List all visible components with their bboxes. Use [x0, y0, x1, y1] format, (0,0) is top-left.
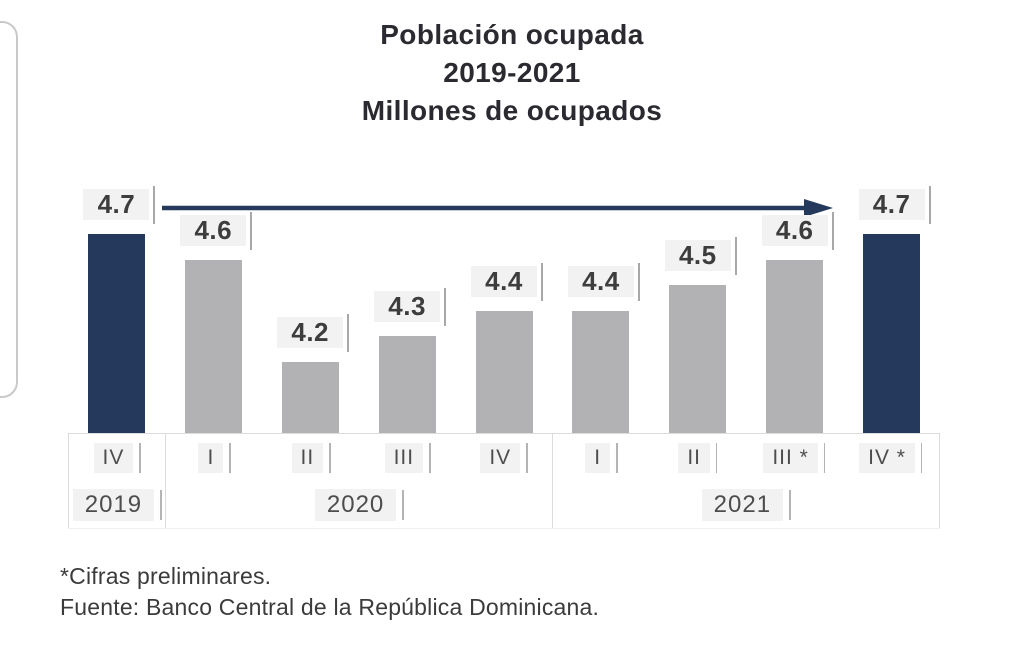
quarter-cell-i-2021: I: [553, 442, 649, 473]
quarter-tick: [823, 442, 826, 473]
quarter-row-2021: I II III * IV *: [553, 434, 939, 481]
footnotes: *Cifras preliminares. Fuente: Banco Cent…: [60, 561, 599, 623]
quarter-label-iii-2020: III: [384, 442, 424, 473]
value-label-tick: [250, 212, 253, 250]
value-label-iv-2021: 4.7: [858, 189, 925, 220]
quarter-label-i-2020: I: [198, 442, 224, 473]
year-tick: [402, 489, 404, 520]
quarter-label-i-2021: I: [585, 442, 611, 473]
quarter-label-ii-2021: II: [678, 442, 710, 473]
bar-iv-2021: [863, 234, 921, 433]
value-label-iii-2021: 4.6: [761, 215, 828, 246]
quarter-row-2020: I II III IV: [166, 434, 552, 481]
year-label-2021: 2021: [701, 488, 784, 521]
value-label-tick: [831, 212, 834, 250]
x-axis: IV 2019 I II III IV 2020 I II III * IV * 2021: [68, 433, 940, 529]
quarter-tick: [526, 442, 528, 473]
quarter-label-iv-2021: IV *: [859, 442, 915, 473]
bar-ii-2020: [281, 362, 339, 433]
chart-title-line-1: Población ocupada: [380, 19, 644, 50]
value-label-ii-2021: 4.5: [664, 240, 731, 271]
quarter-cell-iii-2021: III *: [746, 442, 842, 473]
quarter-cell-ii-2021: II: [650, 442, 746, 473]
value-label-tick: [347, 314, 350, 352]
value-label-ii-2020: 4.2: [277, 317, 344, 348]
quarter-cell-iv-2020: IV: [456, 442, 552, 473]
value-label-tick: [444, 288, 447, 326]
year-tick: [789, 489, 791, 520]
bar-iii-2020: [378, 336, 436, 433]
year-tick: [160, 489, 162, 520]
quarter-label-ii-2020: II: [291, 442, 324, 473]
value-label-tick: [637, 263, 640, 301]
quarter-label-iv-2020: IV: [480, 442, 521, 473]
quarter-tick: [920, 442, 923, 473]
quarter-cell-iv-2021: IV *: [843, 442, 939, 473]
year-row-2019: 2019: [69, 481, 165, 528]
value-label-tick: [153, 186, 156, 224]
bar-i-2020: [184, 260, 242, 433]
quarter-cell-iv-2019: IV: [69, 442, 165, 473]
bar-iv-2020: [475, 311, 533, 433]
quarter-tick: [616, 442, 618, 473]
axis-group-2020: I II III IV 2020: [165, 434, 552, 528]
value-label-iv-2020: 4.4: [471, 266, 537, 297]
value-label-tick: [734, 237, 737, 275]
value-label-tick: [928, 186, 931, 224]
quarter-row-2019: IV: [69, 434, 165, 481]
quarter-tick: [139, 442, 141, 473]
quarter-tick: [329, 442, 331, 473]
quarter-tick: [229, 442, 231, 473]
value-label-iii-2020: 4.3: [374, 291, 441, 322]
footnote-source: Fuente: Banco Central de la República Do…: [60, 594, 600, 620]
footnote-preliminary: *Cifras preliminares.: [60, 563, 272, 589]
value-label-i-2021: 4.4: [567, 266, 634, 297]
quarter-tick: [715, 442, 718, 473]
year-row-2021: 2021: [553, 481, 939, 528]
value-label-iv-2019: 4.7: [83, 189, 150, 220]
chart-title: Población ocupada 2019-2021 Millones de …: [0, 16, 1024, 130]
year-label-2019: 2019: [72, 488, 155, 521]
quarter-tick: [429, 442, 431, 473]
trend-arrow-icon: [162, 199, 833, 217]
chart-title-line-2: 2019-2021: [443, 57, 581, 88]
quarter-label-iii-2021: III *: [763, 442, 818, 473]
quarter-cell-i-2020: I: [166, 442, 262, 473]
quarter-label-iv-2019: IV: [93, 442, 134, 473]
axis-group-2021: I II III * IV * 2021: [552, 434, 940, 528]
value-label-i-2020: 4.6: [180, 215, 247, 246]
axis-group-2019: IV 2019: [68, 434, 165, 528]
bar-ii-2021: [669, 285, 727, 433]
year-row-2020: 2020: [166, 481, 552, 528]
bar-iii-2021: [766, 260, 824, 433]
value-label-tick: [541, 263, 543, 301]
quarter-cell-ii-2020: II: [263, 442, 359, 473]
chart-title-line-3: Millones de ocupados: [361, 95, 663, 126]
trend-arrow-head: [804, 199, 833, 217]
quarter-cell-iii-2020: III: [359, 442, 455, 473]
year-label-2020: 2020: [314, 488, 397, 521]
bar-i-2021: [572, 311, 630, 433]
bar-iv-2019: [87, 234, 145, 433]
